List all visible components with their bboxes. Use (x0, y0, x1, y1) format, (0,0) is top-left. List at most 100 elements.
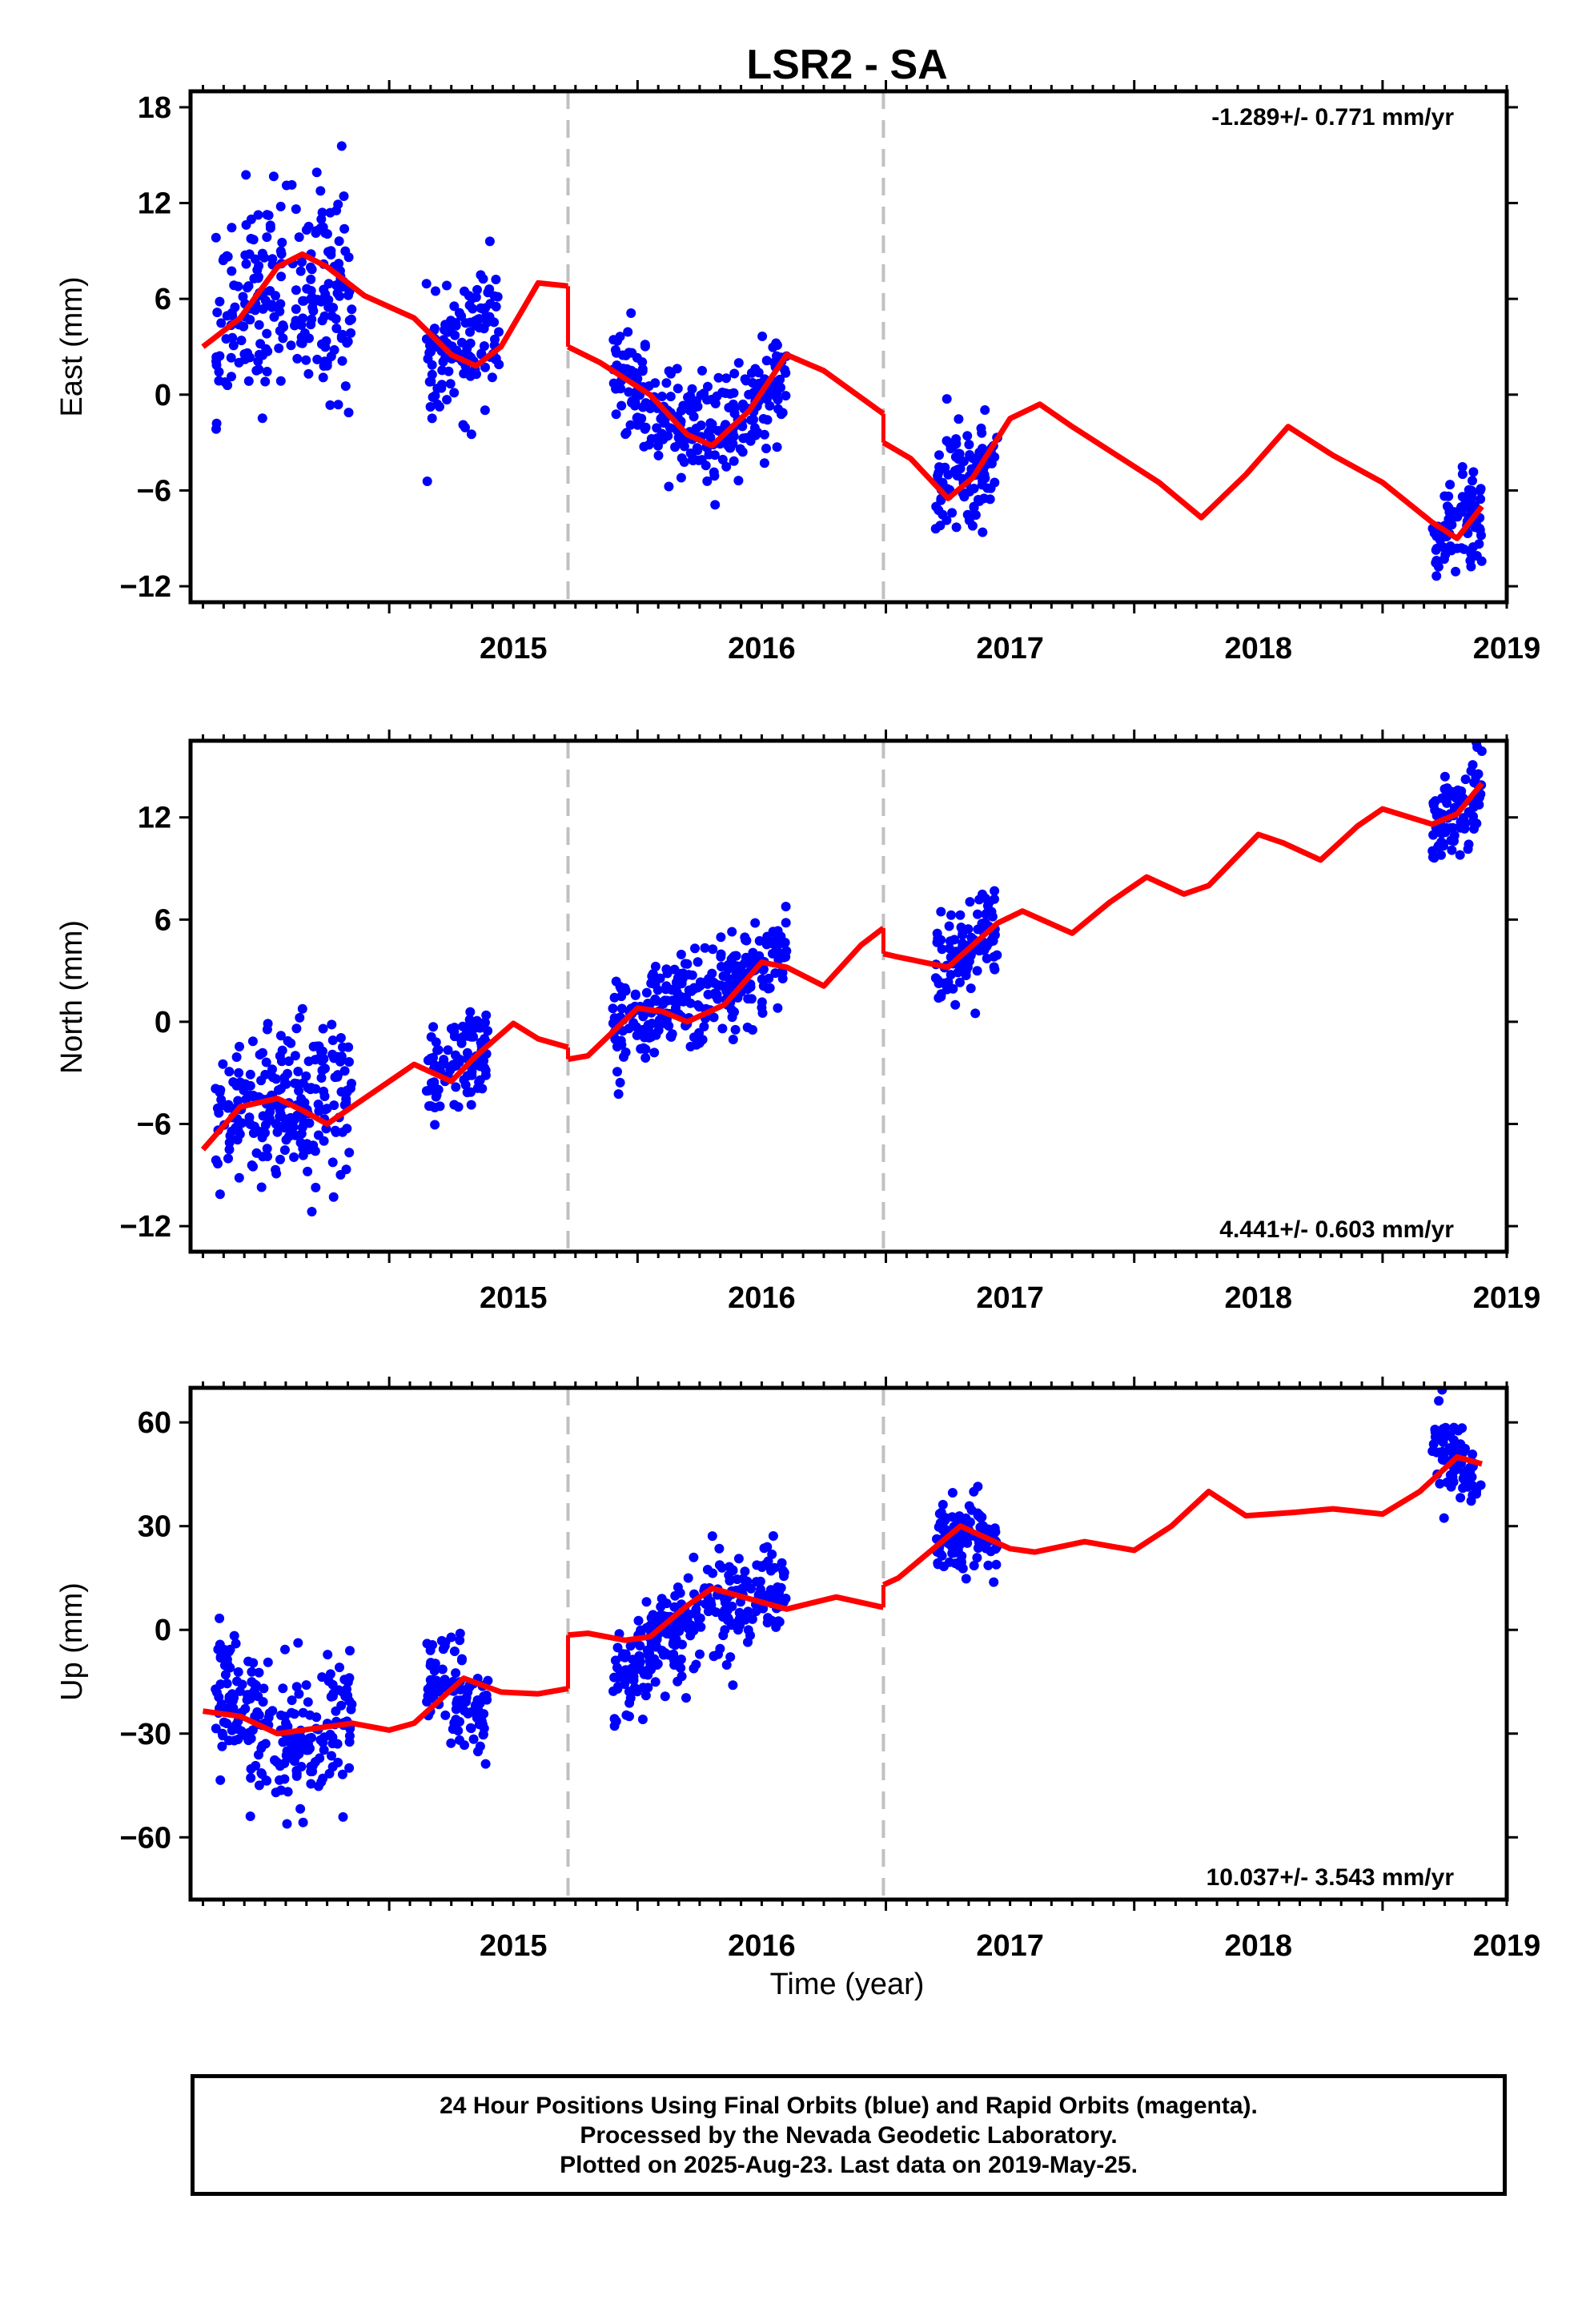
data-point-east (322, 360, 332, 371)
data-point-east (754, 378, 765, 388)
data-point-east (703, 381, 713, 392)
data-point-up (449, 1719, 460, 1730)
data-point-north (762, 931, 773, 942)
data-point-up (753, 1602, 764, 1613)
data-point-east (970, 510, 981, 521)
data-point-up (740, 1614, 750, 1625)
data-point-east (710, 398, 721, 408)
data-point-east (630, 400, 640, 411)
ytick-label-east: 0 (155, 379, 171, 412)
data-point-east (729, 388, 739, 398)
data-point-east (311, 167, 322, 178)
data-point-east (1443, 502, 1454, 513)
data-point-north (279, 1145, 290, 1156)
data-point-east (334, 236, 344, 247)
data-point-up (336, 1700, 347, 1711)
data-point-north (767, 948, 777, 959)
ytick-label-east: 6 (155, 283, 171, 316)
data-point-east (611, 409, 621, 420)
data-point-up (434, 1687, 444, 1697)
data-point-up (743, 1606, 753, 1617)
data-point-north (677, 979, 687, 989)
data-point-east (326, 352, 336, 361)
data-point-east (262, 328, 272, 339)
data-point-north (955, 910, 966, 920)
data-point-up (1434, 1396, 1444, 1406)
data-point-up (746, 1583, 757, 1594)
data-point-up (1459, 1474, 1469, 1485)
data-point-up (252, 1707, 263, 1717)
data-point-east (962, 431, 973, 441)
data-point-up (610, 1655, 620, 1666)
data-point-east (239, 321, 249, 332)
panel-north: North (mm) 4.441+/- 0.603 mm/yr 12 6 0 −6 −1… (55, 730, 1540, 1315)
data-point-east (429, 324, 440, 334)
data-point-up (1466, 1496, 1476, 1506)
data-point-up (689, 1552, 699, 1562)
data-point-up (217, 1741, 227, 1751)
data-point-north (631, 1022, 641, 1032)
data-point-up (669, 1637, 679, 1647)
data-point-north (685, 1041, 696, 1051)
data-point-north (466, 1100, 476, 1110)
data-point-east (683, 400, 693, 410)
data-point-north (235, 1041, 244, 1051)
data-point-east (725, 443, 735, 453)
data-point-east (333, 400, 343, 410)
data-point-east (250, 305, 260, 316)
data-point-east (253, 273, 263, 283)
data-point-east (656, 392, 667, 401)
data-point-north (945, 936, 955, 947)
data-point-up (287, 1695, 297, 1706)
data-point-north (660, 995, 670, 1006)
data-point-east (450, 330, 460, 340)
data-point-east (472, 284, 482, 295)
data-point-north (1463, 844, 1473, 854)
data-point-up (222, 1679, 232, 1689)
data-point-up (609, 1721, 620, 1731)
ytick-label-north: 6 (155, 903, 171, 937)
data-point-north (1441, 790, 1451, 801)
data-point-east (295, 266, 306, 276)
data-point-east (1451, 566, 1461, 577)
data-point-north (732, 961, 742, 971)
data-point-north (1433, 842, 1443, 852)
data-point-east (260, 296, 271, 306)
data-point-east (986, 458, 997, 468)
data-point-east (1470, 522, 1480, 533)
data-point-north (231, 1052, 242, 1062)
data-point-up (211, 1684, 221, 1695)
data-point-east (948, 441, 958, 452)
data-point-east (1440, 549, 1451, 560)
model-line-east-3 (881, 401, 1484, 541)
data-point-east (759, 429, 769, 440)
data-point-up (1453, 1425, 1464, 1436)
data-point-up (281, 1735, 291, 1746)
data-point-east (212, 308, 223, 318)
data-point-north (624, 1023, 634, 1034)
data-point-east (262, 367, 272, 376)
data-point-east (319, 294, 329, 304)
data-point-east (229, 280, 239, 291)
data-point-east (978, 476, 988, 486)
data-point-north (1439, 771, 1450, 782)
data-point-east (291, 204, 301, 215)
data-point-north (944, 921, 954, 931)
data-point-east (1476, 494, 1486, 505)
rate-label-up: 10.037+/- 3.543 mm/yr (1207, 1864, 1455, 1891)
data-point-east (297, 338, 307, 348)
data-point-up (460, 1706, 470, 1716)
data-point-up (713, 1649, 723, 1659)
data-point-east (741, 376, 751, 386)
data-point-east (771, 384, 781, 394)
data-point-east (620, 429, 631, 440)
data-point-east (243, 376, 254, 386)
data-point-east (437, 365, 448, 376)
data-point-north (472, 1083, 483, 1093)
data-point-north (773, 1003, 783, 1013)
data-point-up (229, 1630, 239, 1641)
data-point-north (435, 1101, 445, 1112)
data-point-east (312, 354, 323, 364)
data-point-north (717, 1023, 728, 1034)
data-point-north (333, 1070, 343, 1080)
